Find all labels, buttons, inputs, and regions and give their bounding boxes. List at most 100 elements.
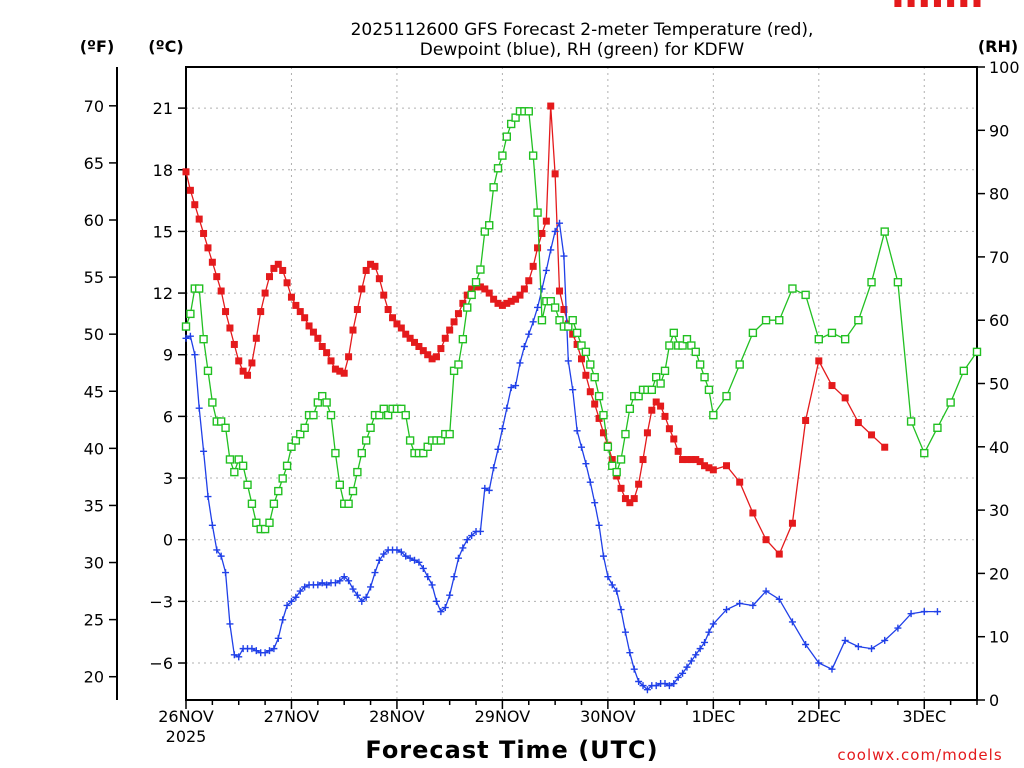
temperature-point xyxy=(208,258,216,266)
x-tick-label: 2DEC xyxy=(797,707,841,726)
rh-point xyxy=(652,372,661,382)
temperature-point xyxy=(920,0,928,7)
dewpoint-point xyxy=(520,343,528,351)
temperature-point xyxy=(213,273,221,281)
rh-point xyxy=(296,429,305,439)
temperature-point xyxy=(525,277,533,285)
rh-point xyxy=(485,221,494,230)
rh-point xyxy=(959,366,969,376)
temperature-point xyxy=(353,306,361,314)
rh-point xyxy=(476,265,485,274)
rh-point xyxy=(353,467,362,477)
c-tick-label: 18 xyxy=(153,161,173,180)
dewpoint-point xyxy=(213,546,221,554)
rh-point xyxy=(194,284,204,293)
temperature-point xyxy=(345,353,353,361)
temperature-point xyxy=(749,509,757,517)
data-series xyxy=(183,0,982,694)
temperature-point xyxy=(802,416,810,424)
dewpoint-point xyxy=(599,552,607,560)
dewpoint-point xyxy=(828,665,836,673)
c-tick-label: 21 xyxy=(153,99,173,118)
temperature-point xyxy=(775,550,783,558)
temperature-point xyxy=(217,287,225,295)
dewpoint-point xyxy=(661,680,669,688)
rh-point xyxy=(471,278,481,287)
dewpoint-point xyxy=(353,591,361,599)
temperature-point xyxy=(375,275,383,283)
dewpoint-point xyxy=(454,554,462,562)
rh-point xyxy=(361,436,371,445)
rh-point xyxy=(287,442,296,451)
dewpoint-point xyxy=(419,564,427,572)
dewpoint-point xyxy=(608,581,616,589)
rh-point xyxy=(318,391,327,401)
rh-point xyxy=(880,227,889,236)
rh-point xyxy=(537,316,547,325)
temperature-point xyxy=(200,229,208,237)
dewpoint-point xyxy=(428,581,436,589)
rh-point xyxy=(704,385,714,395)
rh-point xyxy=(506,119,516,129)
rh-point xyxy=(291,436,301,445)
plot-frame xyxy=(185,66,978,701)
temperature-point xyxy=(204,244,212,252)
dewpoint-point xyxy=(617,606,625,614)
temperature-point xyxy=(705,464,713,472)
temperature-point xyxy=(380,291,388,299)
rh-point xyxy=(682,334,692,344)
temperature-point xyxy=(582,371,590,379)
temperature-point xyxy=(551,170,559,178)
temperature-point xyxy=(736,478,744,486)
rh-point xyxy=(458,334,468,344)
rh-point xyxy=(265,518,274,527)
temperature-point xyxy=(648,406,656,414)
rh-point xyxy=(678,341,687,350)
rh-point xyxy=(401,410,410,420)
rh-point xyxy=(748,328,758,338)
temperature-point xyxy=(222,308,230,316)
rh-point xyxy=(867,278,876,287)
temperature-point xyxy=(318,343,326,351)
dewpoint-point xyxy=(542,266,550,274)
dewpoint-point xyxy=(705,628,713,636)
dewpoint-point xyxy=(529,318,537,326)
temperature-point xyxy=(393,320,401,328)
temperature-point xyxy=(419,347,427,355)
dewpoint-point xyxy=(362,593,370,601)
temperature-point xyxy=(723,462,731,470)
rh-tick-label: 70 xyxy=(989,248,1009,267)
dewpoint-point xyxy=(367,583,375,591)
dewpoint-point xyxy=(692,651,700,659)
rh-tick-label: 80 xyxy=(989,185,1009,204)
dewpoint-point xyxy=(815,659,823,667)
dewpoint-point xyxy=(301,583,309,591)
dewpoint-point xyxy=(613,587,621,595)
temperature-point xyxy=(595,414,603,422)
rh-point xyxy=(599,410,608,420)
dewpoint-point xyxy=(204,493,212,501)
rh-point xyxy=(423,442,432,451)
dewpoint-point xyxy=(665,682,673,690)
rh-point xyxy=(564,322,573,331)
rh-point xyxy=(282,461,292,470)
temperature-point xyxy=(437,345,445,353)
dewpoint-point xyxy=(538,285,546,293)
temperature-point xyxy=(529,262,537,270)
rh-point xyxy=(463,303,472,312)
rh-point xyxy=(621,429,630,439)
rh-point xyxy=(581,347,591,357)
temperature-point xyxy=(762,536,770,544)
dewpoint-point xyxy=(191,351,199,359)
temperature-point xyxy=(578,355,585,363)
dewpoint-point xyxy=(679,669,687,677)
rh-point xyxy=(493,164,503,173)
rh-point xyxy=(577,341,586,350)
dewpoint-point xyxy=(534,303,542,311)
temperature-point xyxy=(450,318,458,326)
dewpoint-point xyxy=(595,521,603,529)
x-tick-label: 1DEC xyxy=(691,707,735,726)
rh-point xyxy=(647,385,657,395)
temperature-point xyxy=(586,388,594,396)
rh-point xyxy=(893,278,903,287)
